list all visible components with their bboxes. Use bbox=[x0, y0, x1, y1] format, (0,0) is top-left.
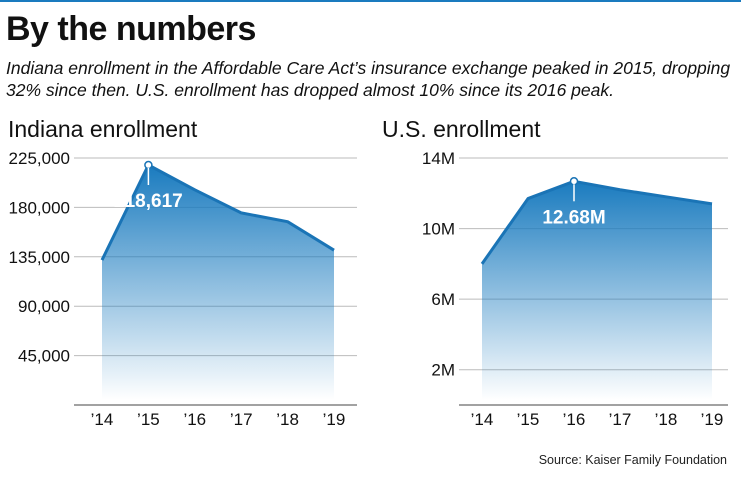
x-tick-label: ’15 bbox=[137, 410, 160, 429]
area-fill bbox=[482, 181, 712, 400]
x-tick-label: ’18 bbox=[276, 410, 299, 429]
peak-marker bbox=[144, 160, 153, 170]
y-tick-label: 10M bbox=[422, 220, 455, 239]
chart-title: U.S. enrollment bbox=[382, 116, 541, 142]
peak-marker bbox=[569, 177, 579, 186]
x-tick-label: ’18 bbox=[655, 410, 678, 429]
y-tick-label: 14M bbox=[422, 149, 455, 168]
callout-label: 12.68M bbox=[542, 207, 605, 228]
x-tick-label: ’16 bbox=[563, 410, 586, 429]
us-enrollment-chart: U.S. enrollment 2M 6M 10M 14M 12.68M ’14 ’15 ’16… bbox=[382, 116, 728, 429]
y-tick-label: 135,000 bbox=[9, 248, 70, 267]
x-tick-label: ’16 bbox=[183, 410, 206, 429]
x-tick-label: ’15 bbox=[517, 410, 540, 429]
indiana-enrollment-chart: Indiana enrollment 45,000 90,000 135,000 180… bbox=[8, 116, 357, 429]
source-note: Source: Kaiser Family Foundation bbox=[538, 453, 727, 467]
x-tick-label: ’17 bbox=[609, 410, 632, 429]
area-fill bbox=[102, 165, 334, 400]
x-tick-label: ’19 bbox=[701, 410, 724, 429]
callout-label: 218,617 bbox=[114, 191, 183, 212]
y-tick-label: 45,000 bbox=[18, 347, 70, 366]
series-line bbox=[100, 163, 335, 261]
x-tick-label: ’14 bbox=[471, 410, 494, 429]
x-tick-label: ’19 bbox=[323, 410, 346, 429]
page-subtitle: Indiana enrollment in the Affordable Car… bbox=[6, 58, 731, 100]
x-tick-label: ’14 bbox=[91, 410, 114, 429]
y-tick-label: 2M bbox=[431, 361, 455, 380]
chart-title: Indiana enrollment bbox=[8, 116, 198, 142]
y-tick-label: 180,000 bbox=[9, 198, 70, 217]
y-tick-label: 225,000 bbox=[9, 149, 70, 168]
y-tick-label: 90,000 bbox=[18, 297, 70, 316]
x-tick-label: ’17 bbox=[230, 410, 253, 429]
series-line bbox=[480, 179, 713, 265]
page-title: By the numbers bbox=[6, 10, 256, 48]
top-rule bbox=[0, 0, 741, 2]
y-tick-label: 6M bbox=[431, 290, 455, 309]
